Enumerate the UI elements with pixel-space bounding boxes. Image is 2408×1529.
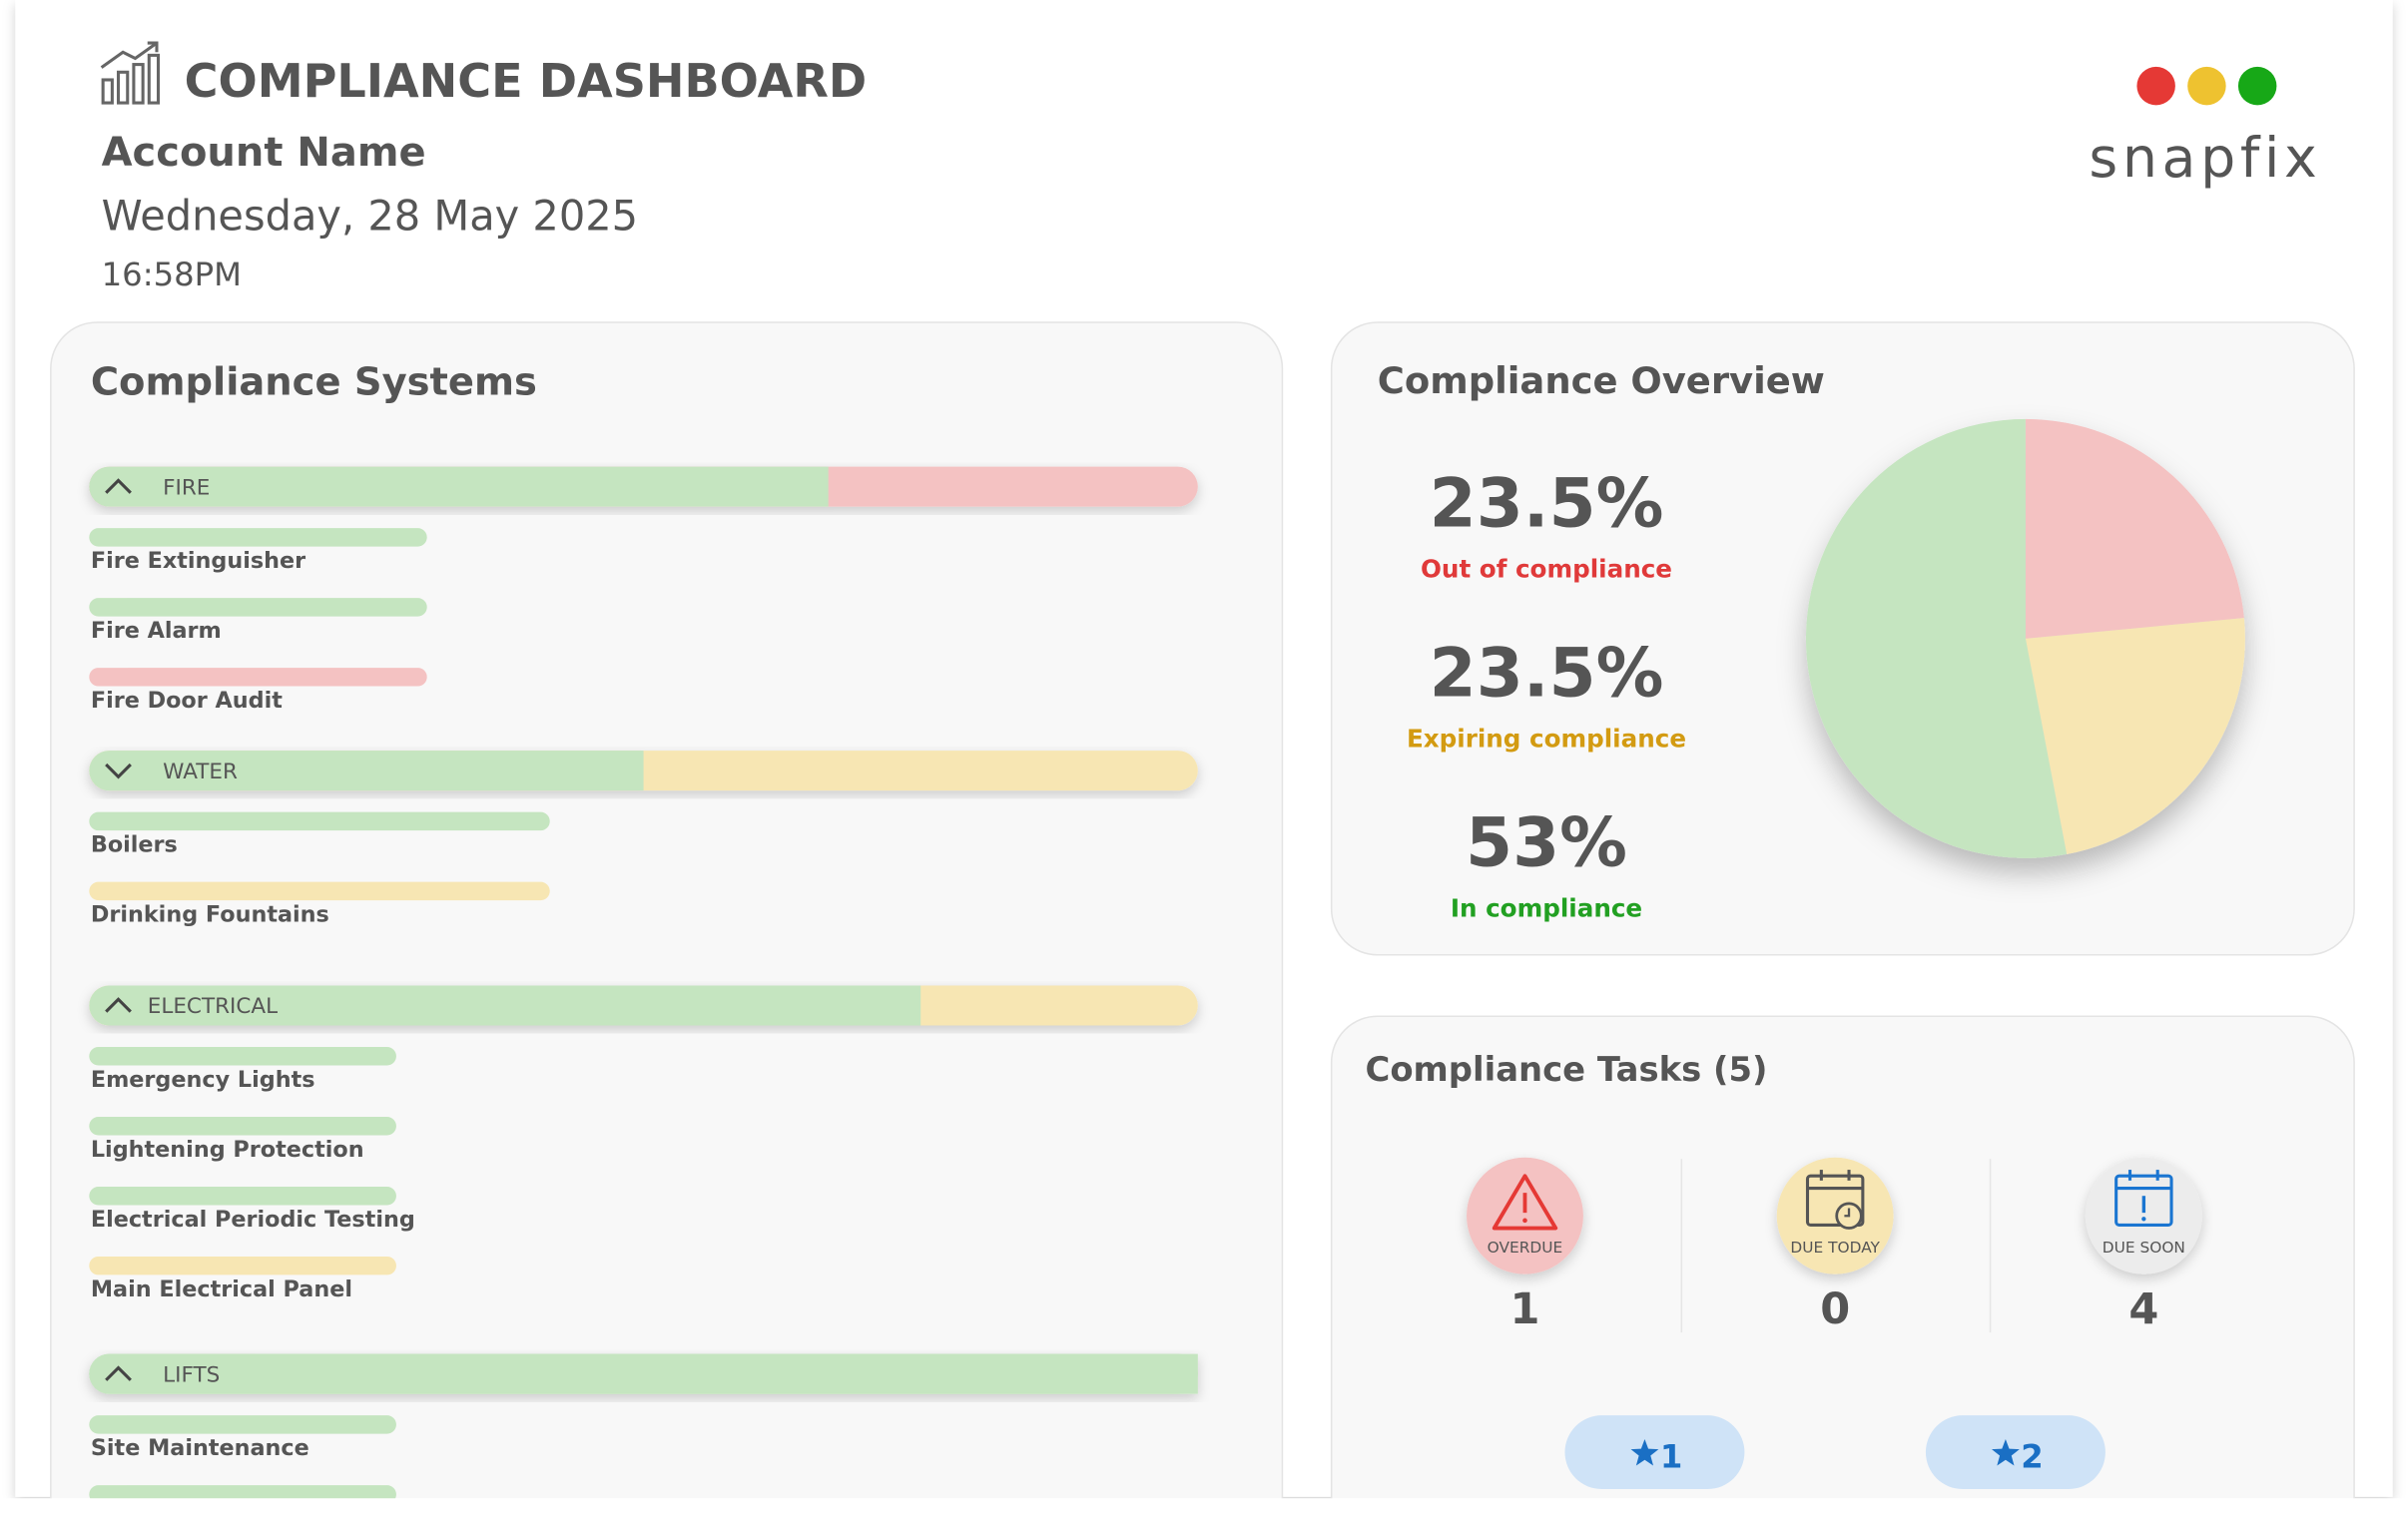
pie xyxy=(1805,418,2245,858)
filter-button[interactable]: 2 xyxy=(1925,1415,2106,1490)
systems-panel xyxy=(50,321,1284,1529)
stat-label: In compliance xyxy=(1451,893,1642,922)
stat-label: Out of compliance xyxy=(1421,554,1672,583)
clock-hands xyxy=(1844,1208,1851,1218)
item-name: Fire Alarm xyxy=(91,618,222,644)
overview-title: Compliance Overview xyxy=(1378,359,1825,402)
filter-button[interactable]: 1 xyxy=(1564,1415,1745,1490)
item-name: Fire Extinguisher xyxy=(91,548,305,574)
item-bar xyxy=(89,881,550,901)
chevron xyxy=(105,997,132,1013)
pie-slice xyxy=(1805,418,2068,858)
task-label: OVERDUE xyxy=(1488,1239,1563,1257)
calendar-icon xyxy=(2114,1174,2173,1227)
group-bar-ok xyxy=(89,985,921,1026)
item-bar xyxy=(89,1117,396,1136)
date: Wednesday, 28 May 2025 xyxy=(102,192,638,241)
systems-title: Compliance Systems xyxy=(91,359,537,404)
group-bar xyxy=(89,466,1198,507)
task-count: 1 xyxy=(1509,1284,1539,1334)
task-count: 4 xyxy=(2128,1284,2158,1334)
item-name: Drinking Fountains xyxy=(91,902,329,928)
item-bar xyxy=(89,528,427,547)
task-count: 0 xyxy=(1820,1284,1850,1334)
star-icon xyxy=(1992,1439,2020,1466)
group-name: WATER xyxy=(163,760,238,784)
item-bar xyxy=(89,668,427,687)
logo-dot xyxy=(2136,66,2175,106)
warning-icon xyxy=(1492,1174,1558,1231)
item-bar xyxy=(89,598,427,617)
item-name: Main Electrical Panel xyxy=(91,1276,352,1302)
item-name: Site Maintenance xyxy=(91,1435,309,1461)
item-bar xyxy=(89,811,550,831)
group-bar xyxy=(89,1353,1198,1394)
time: 16:58PM xyxy=(102,255,242,293)
due-dot xyxy=(2141,1217,2146,1222)
pie-slice xyxy=(2025,618,2245,854)
calendar-icon xyxy=(1805,1174,1865,1227)
star-icon xyxy=(1630,1439,1659,1466)
group-name: FIRE xyxy=(163,475,210,500)
task-label: DUE SOON xyxy=(2103,1239,2185,1257)
warning-dot xyxy=(1522,1218,1527,1224)
logo: snapfix xyxy=(2089,127,2321,191)
logo-dot xyxy=(2187,66,2226,106)
task-icon-bg xyxy=(1467,1157,1583,1274)
item-name: Boilers xyxy=(91,832,178,858)
group-name: LIFTS xyxy=(163,1362,220,1387)
account-name: Account Name xyxy=(102,130,426,176)
item-name: Electrical Periodic Testing xyxy=(91,1207,415,1233)
item-bar xyxy=(89,1047,396,1066)
group-bar-ok xyxy=(89,466,829,507)
item-name: Lightening Protection xyxy=(91,1137,364,1163)
stat-value: 23.5% xyxy=(1430,634,1664,713)
logo-dot xyxy=(2237,66,2277,106)
title: COMPLIANCE DASHBOARD xyxy=(185,54,867,108)
chevron xyxy=(105,1365,132,1381)
group-bar xyxy=(89,751,1198,791)
stat-value: 23.5% xyxy=(1430,464,1664,543)
item-bar xyxy=(89,1256,396,1275)
bottom-mask xyxy=(0,1498,2408,1529)
pie-slice xyxy=(2025,418,2244,639)
button-label: 2 xyxy=(2021,1437,2043,1475)
tasks-title: Compliance Tasks (5) xyxy=(1366,1050,1768,1089)
item-bar xyxy=(89,1415,396,1434)
chevron xyxy=(105,478,132,494)
item-bar xyxy=(89,1186,396,1206)
stat-label: Expiring compliance xyxy=(1407,724,1686,753)
group-bar-ok xyxy=(89,1353,1198,1394)
item-name: Fire Door Audit xyxy=(91,688,283,714)
group-name: ELECTRICAL xyxy=(148,994,278,1019)
task-label: DUE TODAY xyxy=(1790,1239,1880,1257)
item-name: Emergency Lights xyxy=(91,1067,315,1093)
group-bar xyxy=(89,985,1198,1026)
button-label: 1 xyxy=(1660,1437,1682,1475)
chevron xyxy=(105,763,132,779)
header-icon xyxy=(100,41,161,105)
group-bar-ok xyxy=(89,751,644,791)
stat-value: 53% xyxy=(1466,803,1627,882)
